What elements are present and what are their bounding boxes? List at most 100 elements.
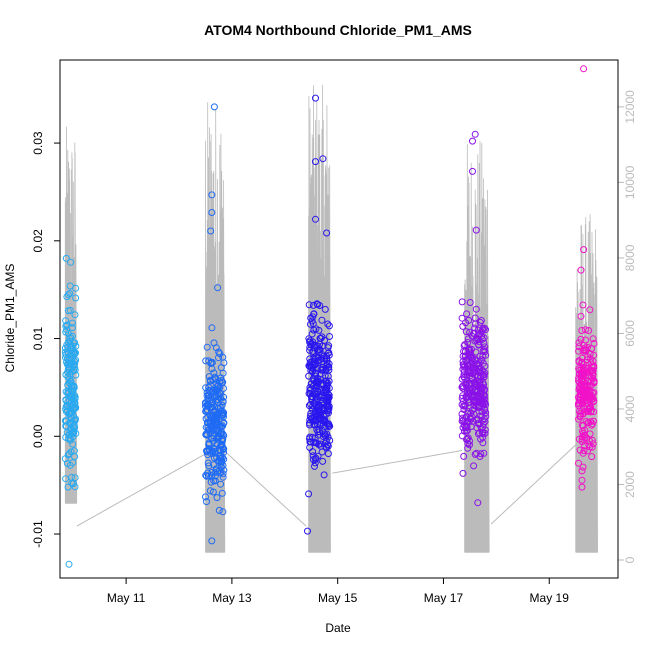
data-point bbox=[314, 452, 322, 460]
data-point bbox=[72, 294, 80, 302]
data-point bbox=[324, 395, 332, 403]
data-point bbox=[202, 402, 209, 410]
data-point bbox=[309, 349, 317, 357]
data-point bbox=[216, 350, 224, 358]
data-point bbox=[480, 346, 488, 354]
data-point bbox=[577, 312, 585, 320]
data-point bbox=[219, 369, 227, 377]
data-point bbox=[62, 317, 70, 325]
data-point bbox=[66, 410, 74, 418]
data-point bbox=[314, 357, 322, 365]
data-point bbox=[575, 339, 583, 347]
data-point bbox=[72, 342, 80, 350]
data-point bbox=[318, 316, 326, 324]
data-point bbox=[458, 394, 466, 402]
data-point-outlier bbox=[312, 94, 319, 102]
data-point bbox=[588, 453, 596, 461]
data-point bbox=[476, 369, 484, 377]
y2-tick-label: 10000 bbox=[623, 165, 637, 199]
data-point bbox=[577, 366, 585, 374]
x-tick-label: May 15 bbox=[318, 591, 358, 605]
altitude-burst-1 bbox=[64, 126, 78, 504]
data-point bbox=[316, 410, 324, 418]
data-point bbox=[464, 408, 472, 415]
data-point bbox=[479, 347, 487, 355]
data-point bbox=[210, 477, 218, 485]
data-point bbox=[579, 347, 587, 355]
data-point bbox=[66, 306, 74, 314]
data-point bbox=[469, 363, 477, 371]
data-point bbox=[319, 457, 327, 465]
data-point bbox=[325, 377, 333, 385]
data-point bbox=[306, 358, 314, 366]
y2-tick-label: 12000 bbox=[623, 90, 637, 124]
data-point bbox=[579, 301, 587, 309]
data-point bbox=[313, 426, 321, 434]
data-point bbox=[319, 433, 327, 441]
data-point bbox=[311, 434, 319, 442]
data-point bbox=[307, 362, 315, 370]
data-point bbox=[476, 366, 483, 374]
data-point bbox=[466, 299, 474, 306]
data-point bbox=[477, 398, 485, 406]
series-4 bbox=[458, 130, 490, 507]
data-point bbox=[478, 429, 486, 437]
data-point bbox=[324, 442, 332, 450]
y2-tick-label: 8000 bbox=[623, 244, 637, 271]
data-point bbox=[578, 435, 586, 443]
data-point bbox=[462, 328, 470, 336]
data-point bbox=[459, 417, 467, 424]
data-point bbox=[202, 415, 210, 423]
data-point bbox=[458, 417, 466, 425]
data-point bbox=[589, 335, 597, 343]
data-point-outlier bbox=[577, 266, 585, 274]
y2-tick-label: 4000 bbox=[623, 395, 637, 422]
data-point bbox=[207, 360, 215, 367]
data-point bbox=[204, 447, 212, 455]
data-point bbox=[474, 403, 482, 411]
data-point bbox=[68, 356, 75, 364]
data-point bbox=[209, 447, 216, 455]
data-point-outlier bbox=[62, 254, 70, 262]
data-point-outlier bbox=[208, 209, 216, 216]
data-point bbox=[458, 298, 466, 306]
x-tick-label: May 13 bbox=[212, 591, 252, 605]
data-point bbox=[213, 494, 221, 502]
data-point bbox=[213, 454, 221, 462]
data-point bbox=[469, 393, 477, 401]
altitude-burst-3 bbox=[308, 84, 331, 553]
data-point-outlier bbox=[580, 65, 588, 73]
data-point bbox=[217, 480, 225, 488]
data-point bbox=[69, 440, 77, 448]
altitude-connector-1 bbox=[76, 451, 209, 527]
data-point bbox=[214, 381, 222, 389]
data-point bbox=[212, 344, 220, 352]
data-point bbox=[70, 424, 78, 432]
data-point bbox=[204, 396, 212, 404]
data-point bbox=[321, 305, 329, 313]
data-point bbox=[205, 462, 213, 470]
data-point bbox=[206, 387, 213, 395]
data-point bbox=[311, 400, 319, 408]
x-tick-label: May 19 bbox=[530, 591, 570, 605]
data-point-outlier bbox=[207, 227, 215, 235]
data-point bbox=[460, 406, 468, 413]
y-axis-label: Chloride_PM1_AMS bbox=[3, 264, 17, 373]
data-point bbox=[459, 382, 467, 390]
data-point bbox=[209, 387, 217, 395]
series-5 bbox=[574, 65, 598, 491]
data-point bbox=[478, 416, 486, 424]
data-point bbox=[202, 407, 210, 415]
data-point bbox=[320, 471, 328, 479]
series-1 bbox=[61, 254, 80, 568]
data-point bbox=[203, 472, 211, 480]
data-point bbox=[579, 463, 587, 471]
data-point bbox=[213, 382, 221, 390]
data-point bbox=[214, 404, 222, 412]
data-point bbox=[581, 383, 589, 391]
data-point bbox=[588, 436, 596, 444]
data-point bbox=[312, 325, 320, 333]
series-3 bbox=[304, 94, 334, 535]
data-point bbox=[62, 354, 69, 362]
